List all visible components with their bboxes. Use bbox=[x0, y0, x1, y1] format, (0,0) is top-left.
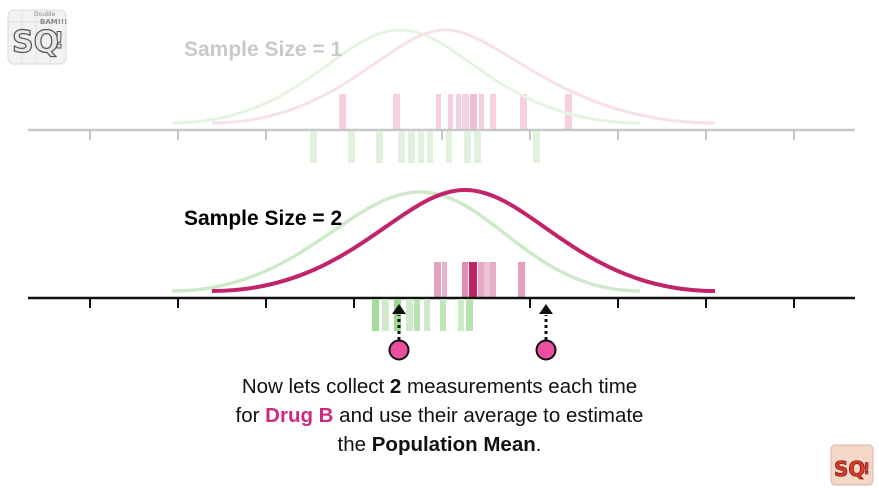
caption-text: and use their average to estimate bbox=[333, 404, 644, 427]
statquest-logo-icon: SQ ! Double BAM!!! bbox=[7, 9, 67, 65]
svg-text:!: ! bbox=[863, 459, 870, 478]
top-pink-curve bbox=[211, 28, 716, 125]
caption-line-1: Now lets collect 2 measurements each tim… bbox=[0, 372, 879, 401]
statquest-small-logo-icon: SQ ! bbox=[830, 444, 874, 486]
caption-text: . bbox=[535, 433, 542, 456]
svg-text:BAM!!!: BAM!!! bbox=[40, 18, 67, 26]
svg-text:SQ: SQ bbox=[834, 457, 865, 481]
top-panel-label: Sample Size = 1 bbox=[184, 38, 343, 61]
top-green-curve bbox=[171, 28, 641, 125]
pink-distribution-curve bbox=[211, 187, 716, 293]
caption-text: for bbox=[235, 404, 266, 427]
dotted-up-arrow-icon bbox=[539, 304, 553, 340]
top-green-measurements bbox=[310, 131, 540, 163]
top-axis-ticks bbox=[89, 130, 795, 140]
green-distribution-curve bbox=[171, 190, 641, 293]
caption-line-2: for Drug B and use their average to esti… bbox=[0, 401, 879, 430]
svg-text:!: ! bbox=[54, 29, 64, 54]
pink-measurements bbox=[434, 262, 525, 298]
caption-bold: Population Mean bbox=[371, 433, 536, 456]
dotted-up-arrow-icon bbox=[392, 304, 406, 340]
caption-text: the bbox=[337, 433, 372, 456]
caption: Now lets collect 2 measurements each tim… bbox=[0, 372, 879, 459]
pink-dot-icon bbox=[535, 339, 557, 361]
svg-text:Double: Double bbox=[34, 11, 56, 18]
top-panel bbox=[28, 28, 855, 163]
svg-text:SQ: SQ bbox=[12, 25, 59, 60]
bottom-panel bbox=[28, 187, 855, 361]
caption-drug-name: Drug B bbox=[265, 404, 334, 427]
pink-dot-icon bbox=[388, 339, 410, 361]
caption-line-3: the Population Mean. bbox=[0, 430, 879, 459]
bottom-panel-label: Sample Size = 2 bbox=[184, 207, 343, 230]
top-pink-measurements bbox=[339, 94, 572, 130]
caption-text: measurements each time bbox=[401, 375, 638, 398]
caption-text: Now lets collect bbox=[241, 375, 390, 398]
green-measurements bbox=[372, 299, 473, 331]
caption-bold: 2 bbox=[389, 375, 402, 398]
